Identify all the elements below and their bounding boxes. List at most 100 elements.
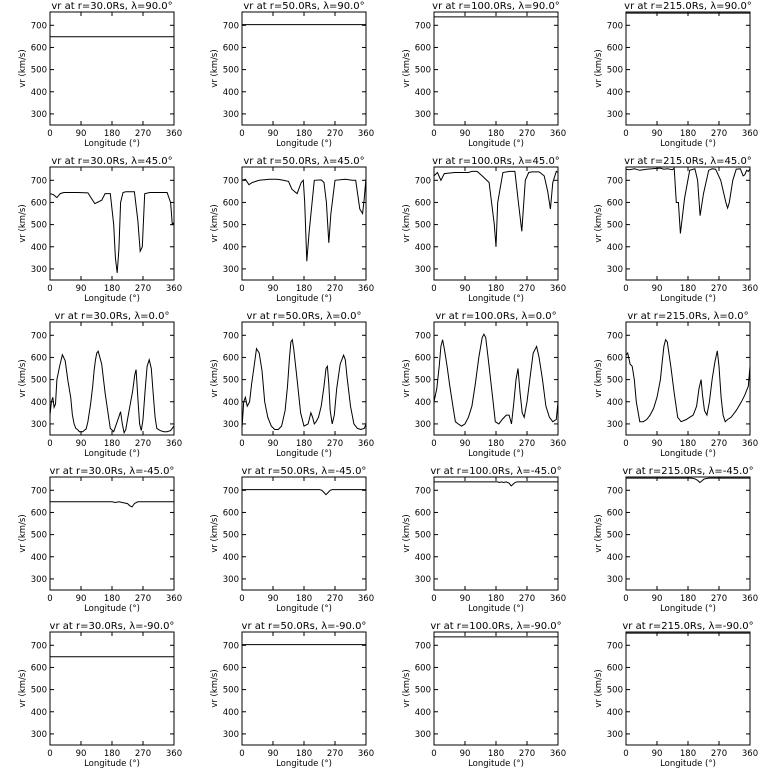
plot-frame — [49, 166, 175, 281]
y-axis-label: vr (km/s) — [594, 204, 604, 242]
x-axis-label: Longitude (°) — [468, 294, 524, 304]
panel-title: vr at r=30.0Rs, λ=90.0° — [51, 1, 172, 12]
x-tick-label: 180 — [680, 594, 696, 604]
series-line — [626, 167, 750, 234]
y-tick-label: 300 — [415, 265, 431, 275]
y-tick-label: 700 — [415, 176, 431, 186]
x-tick-label: 90 — [652, 284, 663, 294]
x-tick-label: 0 — [47, 284, 52, 294]
x-tick-label: 360 — [550, 439, 566, 449]
panel-r3-c2: vr at r=100.0Rs, λ=-45.0° 0 90 180 270 360 300… — [402, 466, 566, 614]
x-tick-label: 0 — [431, 594, 436, 604]
y-tick-label: 400 — [31, 553, 47, 563]
x-tick-label: 360 — [550, 129, 566, 139]
x-tick-label: 180 — [104, 129, 120, 139]
panel-r1-c3: vr at r=215.0Rs, λ=45.0° 0 90 180 270 360 300 4… — [594, 156, 758, 304]
x-tick-label: 180 — [296, 284, 312, 294]
x-tick-label: 90 — [268, 129, 279, 139]
panel-r0-c2: vr at r=100.0Rs, λ=90.0° 0 90 180 270 360 300 4… — [402, 1, 566, 149]
y-tick-label: 400 — [607, 243, 623, 253]
x-tick-label: 360 — [166, 749, 182, 759]
panel-r1-c1: vr at r=50.0Rs, λ=45.0° 0 90 180 270 360 300 40… — [210, 156, 374, 304]
y-axis-label: vr (km/s) — [210, 359, 220, 397]
x-tick-label: 0 — [239, 284, 244, 294]
series-line — [626, 338, 750, 423]
x-tick-label: 360 — [550, 594, 566, 604]
series-line — [50, 501, 174, 508]
y-tick-label: 300 — [223, 110, 239, 120]
x-tick-label: 90 — [460, 284, 471, 294]
plot-frame — [241, 631, 367, 746]
x-axis-label: Longitude (°) — [84, 604, 140, 614]
x-tick-label: 270 — [135, 439, 151, 449]
panel-r3-c0: vr at r=30.0Rs, λ=-45.0° 0 90 180 270 360 300 4… — [18, 466, 182, 614]
y-axis-label: vr (km/s) — [210, 49, 220, 87]
y-tick-label: 500 — [415, 376, 431, 386]
x-tick-label: 90 — [460, 594, 471, 604]
x-tick-label: 90 — [460, 129, 471, 139]
x-tick-label: 90 — [76, 594, 87, 604]
y-tick-label: 600 — [31, 198, 47, 208]
y-tick-label: 300 — [223, 730, 239, 740]
panel-r4-c0: vr at r=30.0Rs, λ=-90.0° 0 90 180 270 360 300 4… — [18, 621, 182, 768]
y-tick-label: 400 — [223, 708, 239, 718]
y-axis-label: vr (km/s) — [402, 669, 412, 707]
x-axis-label: Longitude (°) — [468, 604, 524, 614]
x-axis-label: Longitude (°) — [468, 449, 524, 459]
y-tick-label: 400 — [607, 708, 623, 718]
x-tick-label: 180 — [296, 129, 312, 139]
x-tick-label: 90 — [76, 129, 87, 139]
panel-r1-c0: vr at r=30.0Rs, λ=45.0° 0 90 180 270 360 300 40… — [18, 156, 182, 304]
panel-r4-c3: vr at r=215.0Rs, λ=-90.0° 0 90 180 270 360 300… — [594, 621, 758, 768]
x-tick-label: 270 — [327, 594, 343, 604]
series-line — [242, 489, 366, 496]
panel-title: vr at r=215.0Rs, λ=0.0° — [627, 311, 748, 322]
x-tick-label: 270 — [519, 594, 535, 604]
y-tick-label: 400 — [31, 398, 47, 408]
y-tick-label: 500 — [607, 686, 623, 696]
x-tick-label: 0 — [47, 439, 52, 449]
y-axis-label: vr (km/s) — [210, 204, 220, 242]
x-axis-label: Longitude (°) — [276, 759, 332, 768]
x-tick-label: 90 — [652, 749, 663, 759]
x-tick-label: 90 — [652, 594, 663, 604]
y-tick-label: 500 — [31, 221, 47, 231]
x-tick-label: 90 — [268, 284, 279, 294]
y-axis-label: vr (km/s) — [18, 204, 28, 242]
x-tick-label: 180 — [296, 749, 312, 759]
y-axis-label: vr (km/s) — [210, 514, 220, 552]
x-tick-label: 360 — [742, 129, 758, 139]
y-tick-label: 700 — [31, 331, 47, 341]
y-tick-label: 400 — [223, 88, 239, 98]
plot-frame — [433, 11, 559, 126]
x-tick-label: 180 — [488, 439, 504, 449]
x-axis-label: Longitude (°) — [276, 604, 332, 614]
plot-frame — [49, 11, 175, 126]
y-tick-label: 700 — [415, 331, 431, 341]
x-axis-label: Longitude (°) — [84, 449, 140, 459]
x-tick-label: 360 — [166, 594, 182, 604]
y-tick-label: 600 — [31, 43, 47, 53]
x-tick-label: 0 — [623, 129, 628, 139]
y-tick-label: 500 — [415, 531, 431, 541]
x-tick-label: 360 — [550, 749, 566, 759]
y-tick-label: 700 — [31, 176, 47, 186]
y-tick-label: 300 — [223, 420, 239, 430]
x-tick-label: 270 — [327, 129, 343, 139]
x-tick-label: 0 — [239, 594, 244, 604]
x-tick-label: 270 — [519, 439, 535, 449]
x-tick-label: 90 — [268, 594, 279, 604]
panel-r4-c1: vr at r=50.0Rs, λ=-90.0° 0 90 180 270 360 300 4… — [210, 621, 374, 768]
panel-title: vr at r=50.0Rs, λ=-90.0° — [242, 621, 367, 632]
y-axis-label: vr (km/s) — [18, 359, 28, 397]
x-tick-label: 0 — [239, 129, 244, 139]
x-tick-label: 0 — [623, 284, 628, 294]
plot-frame — [433, 166, 559, 281]
x-axis-label: Longitude (°) — [276, 139, 332, 149]
plot-frame — [625, 166, 751, 281]
y-tick-label: 700 — [223, 176, 239, 186]
y-tick-label: 400 — [607, 553, 623, 563]
plot-frame — [49, 476, 175, 591]
y-tick-label: 300 — [31, 420, 47, 430]
